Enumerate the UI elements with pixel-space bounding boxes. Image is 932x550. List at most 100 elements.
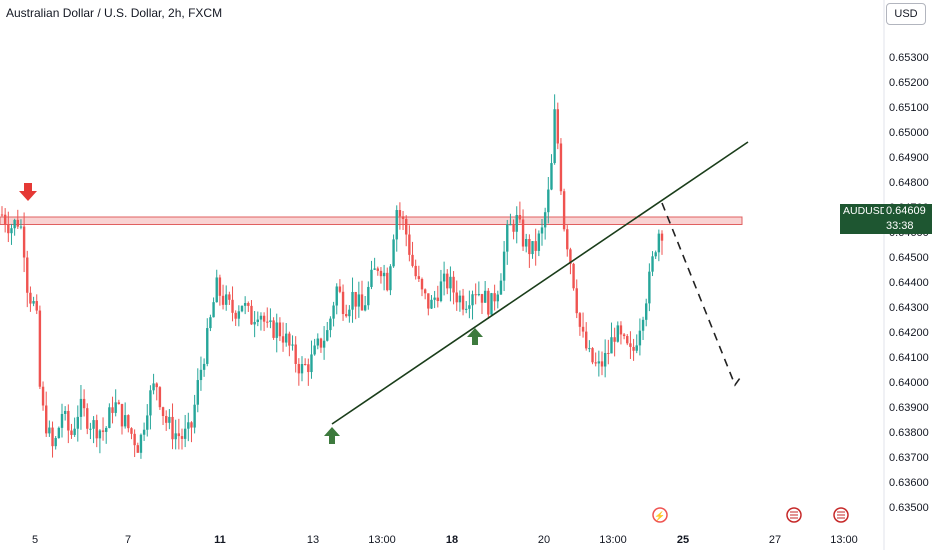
currency-button[interactable]: USD xyxy=(886,3,926,25)
candle-body xyxy=(512,224,515,232)
candle-body xyxy=(70,430,73,435)
candle-body xyxy=(367,286,370,306)
candle-body xyxy=(35,301,38,311)
candle-body xyxy=(123,415,127,427)
x-tick-label: 25 xyxy=(677,534,689,546)
candle-body xyxy=(461,295,465,310)
y-tick-label: 0.64200 xyxy=(889,327,929,339)
candle-body xyxy=(506,224,509,252)
y-tick-label: 0.64800 xyxy=(889,177,929,189)
candle-body xyxy=(111,407,114,413)
candle-body xyxy=(471,294,474,306)
y-tick-label: 0.65300 xyxy=(889,52,929,64)
candle-body xyxy=(480,294,484,303)
candle-body xyxy=(408,234,411,255)
countdown-value: 33:38 xyxy=(886,220,914,232)
candle-body xyxy=(648,271,651,304)
candle-body xyxy=(209,317,212,329)
candle-body xyxy=(250,305,253,325)
candle-body xyxy=(559,143,563,192)
candle-body xyxy=(654,252,657,257)
candle-body xyxy=(585,331,588,349)
candle-body xyxy=(221,295,225,305)
candle-body xyxy=(272,320,275,338)
y-tick-label: 0.64500 xyxy=(889,252,929,264)
candle-body xyxy=(332,305,335,319)
candle-body xyxy=(329,318,332,331)
candle-body xyxy=(183,428,187,439)
candle-body xyxy=(610,337,613,354)
y-tick-label: 0.63900 xyxy=(889,402,929,414)
chart-title: Australian Dollar / U.S. Dollar, 2h, FXC… xyxy=(6,6,223,20)
candle-body xyxy=(401,216,405,219)
candle-body xyxy=(405,218,408,235)
candle-body xyxy=(566,229,569,250)
x-tick-label: 18 xyxy=(446,534,458,546)
candle-body xyxy=(581,326,585,332)
candle-body xyxy=(26,257,29,293)
candle-body xyxy=(600,361,604,367)
candle-body xyxy=(326,330,329,341)
y-tick-label: 0.65100 xyxy=(889,102,929,114)
time-axis[interactable]: 5 7 11 13 13:00 18 20 13:00 25 27 13:00 xyxy=(32,534,858,546)
candle-body xyxy=(218,277,222,296)
candle-body xyxy=(38,310,42,387)
candle-body xyxy=(622,334,626,337)
candle-body xyxy=(114,402,117,413)
candle-body xyxy=(499,280,503,295)
candle-body xyxy=(423,289,427,294)
candle-body xyxy=(76,416,79,429)
candle-body xyxy=(79,398,83,417)
candle-body xyxy=(591,348,594,363)
candle-body xyxy=(543,212,547,228)
candle-body xyxy=(547,189,550,213)
candle-body xyxy=(392,239,395,267)
y-tick-label: 0.64100 xyxy=(889,352,929,364)
candle-body xyxy=(3,214,7,225)
candle-body xyxy=(285,333,288,343)
candle-body xyxy=(19,226,23,228)
candle-body xyxy=(433,297,436,300)
candle-body xyxy=(190,422,193,428)
last-price-value: 0.64609 xyxy=(886,205,926,217)
price-axis[interactable]: 0.65300 0.65200 0.65100 0.65000 0.64900 0.648… xyxy=(883,0,929,550)
candle-body xyxy=(395,210,398,240)
candle-body xyxy=(142,429,146,435)
candle-body xyxy=(597,361,601,364)
candle-body xyxy=(193,404,196,428)
candle-body xyxy=(525,239,528,247)
y-tick-label: 0.63600 xyxy=(889,477,929,489)
candle-body xyxy=(452,276,455,293)
candle-body xyxy=(376,268,379,271)
candle-body xyxy=(310,354,313,373)
x-tick-label: 13 xyxy=(307,534,319,546)
lightning-event-icon xyxy=(652,507,668,523)
candle-body xyxy=(105,427,108,432)
candle-body xyxy=(635,345,638,351)
candle-body xyxy=(575,288,578,314)
candle-body xyxy=(556,109,559,144)
last-price-label: 0.64609 33:38 xyxy=(884,204,932,234)
candle-body xyxy=(288,333,291,346)
candle-body xyxy=(16,219,19,227)
x-tick-label: 20 xyxy=(538,534,550,546)
candle-body xyxy=(626,336,629,344)
candle-body xyxy=(338,286,342,292)
candle-body xyxy=(127,415,130,429)
candle-body xyxy=(158,387,162,408)
candle-body xyxy=(67,410,70,431)
candle-body xyxy=(436,297,439,302)
candle-body xyxy=(490,293,493,315)
candle-body xyxy=(619,325,623,335)
candle-body xyxy=(449,276,452,289)
candle-body xyxy=(660,233,664,241)
candle-body xyxy=(382,272,386,277)
candle-body xyxy=(389,266,392,291)
candle-body xyxy=(108,407,111,428)
candle-body xyxy=(206,328,209,364)
candle-body xyxy=(632,346,635,351)
projected-path-dashed xyxy=(661,202,741,387)
candle-body xyxy=(307,364,310,373)
x-tick-label: 7 xyxy=(125,534,131,546)
